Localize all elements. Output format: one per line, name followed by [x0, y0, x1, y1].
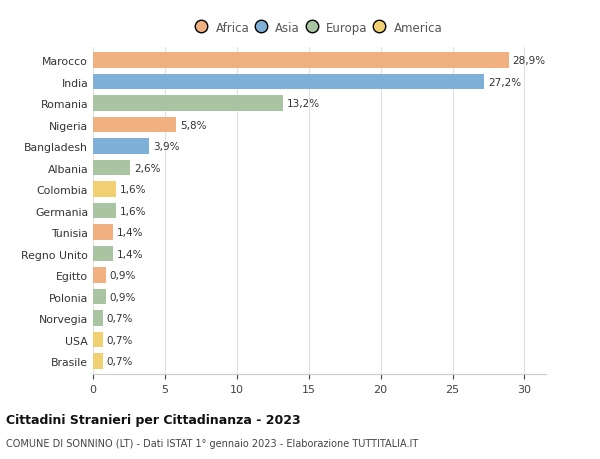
Text: 1,4%: 1,4%	[117, 249, 143, 259]
Bar	[93, 203, 116, 219]
Bar	[93, 182, 116, 197]
Text: 2,6%: 2,6%	[134, 163, 160, 173]
Bar	[93, 96, 283, 112]
Text: 1,6%: 1,6%	[119, 206, 146, 216]
Text: 0,9%: 0,9%	[110, 292, 136, 302]
Text: 0,7%: 0,7%	[107, 356, 133, 366]
Bar	[93, 246, 113, 262]
Bar	[93, 225, 113, 241]
Text: 0,9%: 0,9%	[110, 270, 136, 280]
Text: 0,7%: 0,7%	[107, 313, 133, 323]
Text: 28,9%: 28,9%	[512, 56, 545, 66]
Bar	[93, 161, 130, 176]
Bar	[93, 289, 106, 305]
Bar	[93, 332, 103, 347]
Legend: Africa, Asia, Europa, America: Africa, Asia, Europa, America	[197, 22, 442, 34]
Text: COMUNE DI SONNINO (LT) - Dati ISTAT 1° gennaio 2023 - Elaborazione TUTTITALIA.IT: COMUNE DI SONNINO (LT) - Dati ISTAT 1° g…	[6, 438, 418, 448]
Bar	[93, 268, 106, 283]
Text: 13,2%: 13,2%	[286, 99, 320, 109]
Bar	[93, 311, 103, 326]
Bar	[93, 353, 103, 369]
Bar	[93, 118, 176, 133]
Text: 1,6%: 1,6%	[119, 185, 146, 195]
Text: Cittadini Stranieri per Cittadinanza - 2023: Cittadini Stranieri per Cittadinanza - 2…	[6, 413, 301, 426]
Text: 5,8%: 5,8%	[180, 120, 206, 130]
Text: 3,9%: 3,9%	[152, 142, 179, 152]
Bar	[93, 139, 149, 155]
Bar	[93, 75, 484, 90]
Text: 27,2%: 27,2%	[488, 78, 521, 88]
Text: 0,7%: 0,7%	[107, 335, 133, 345]
Text: 1,4%: 1,4%	[117, 228, 143, 238]
Bar	[93, 53, 509, 69]
